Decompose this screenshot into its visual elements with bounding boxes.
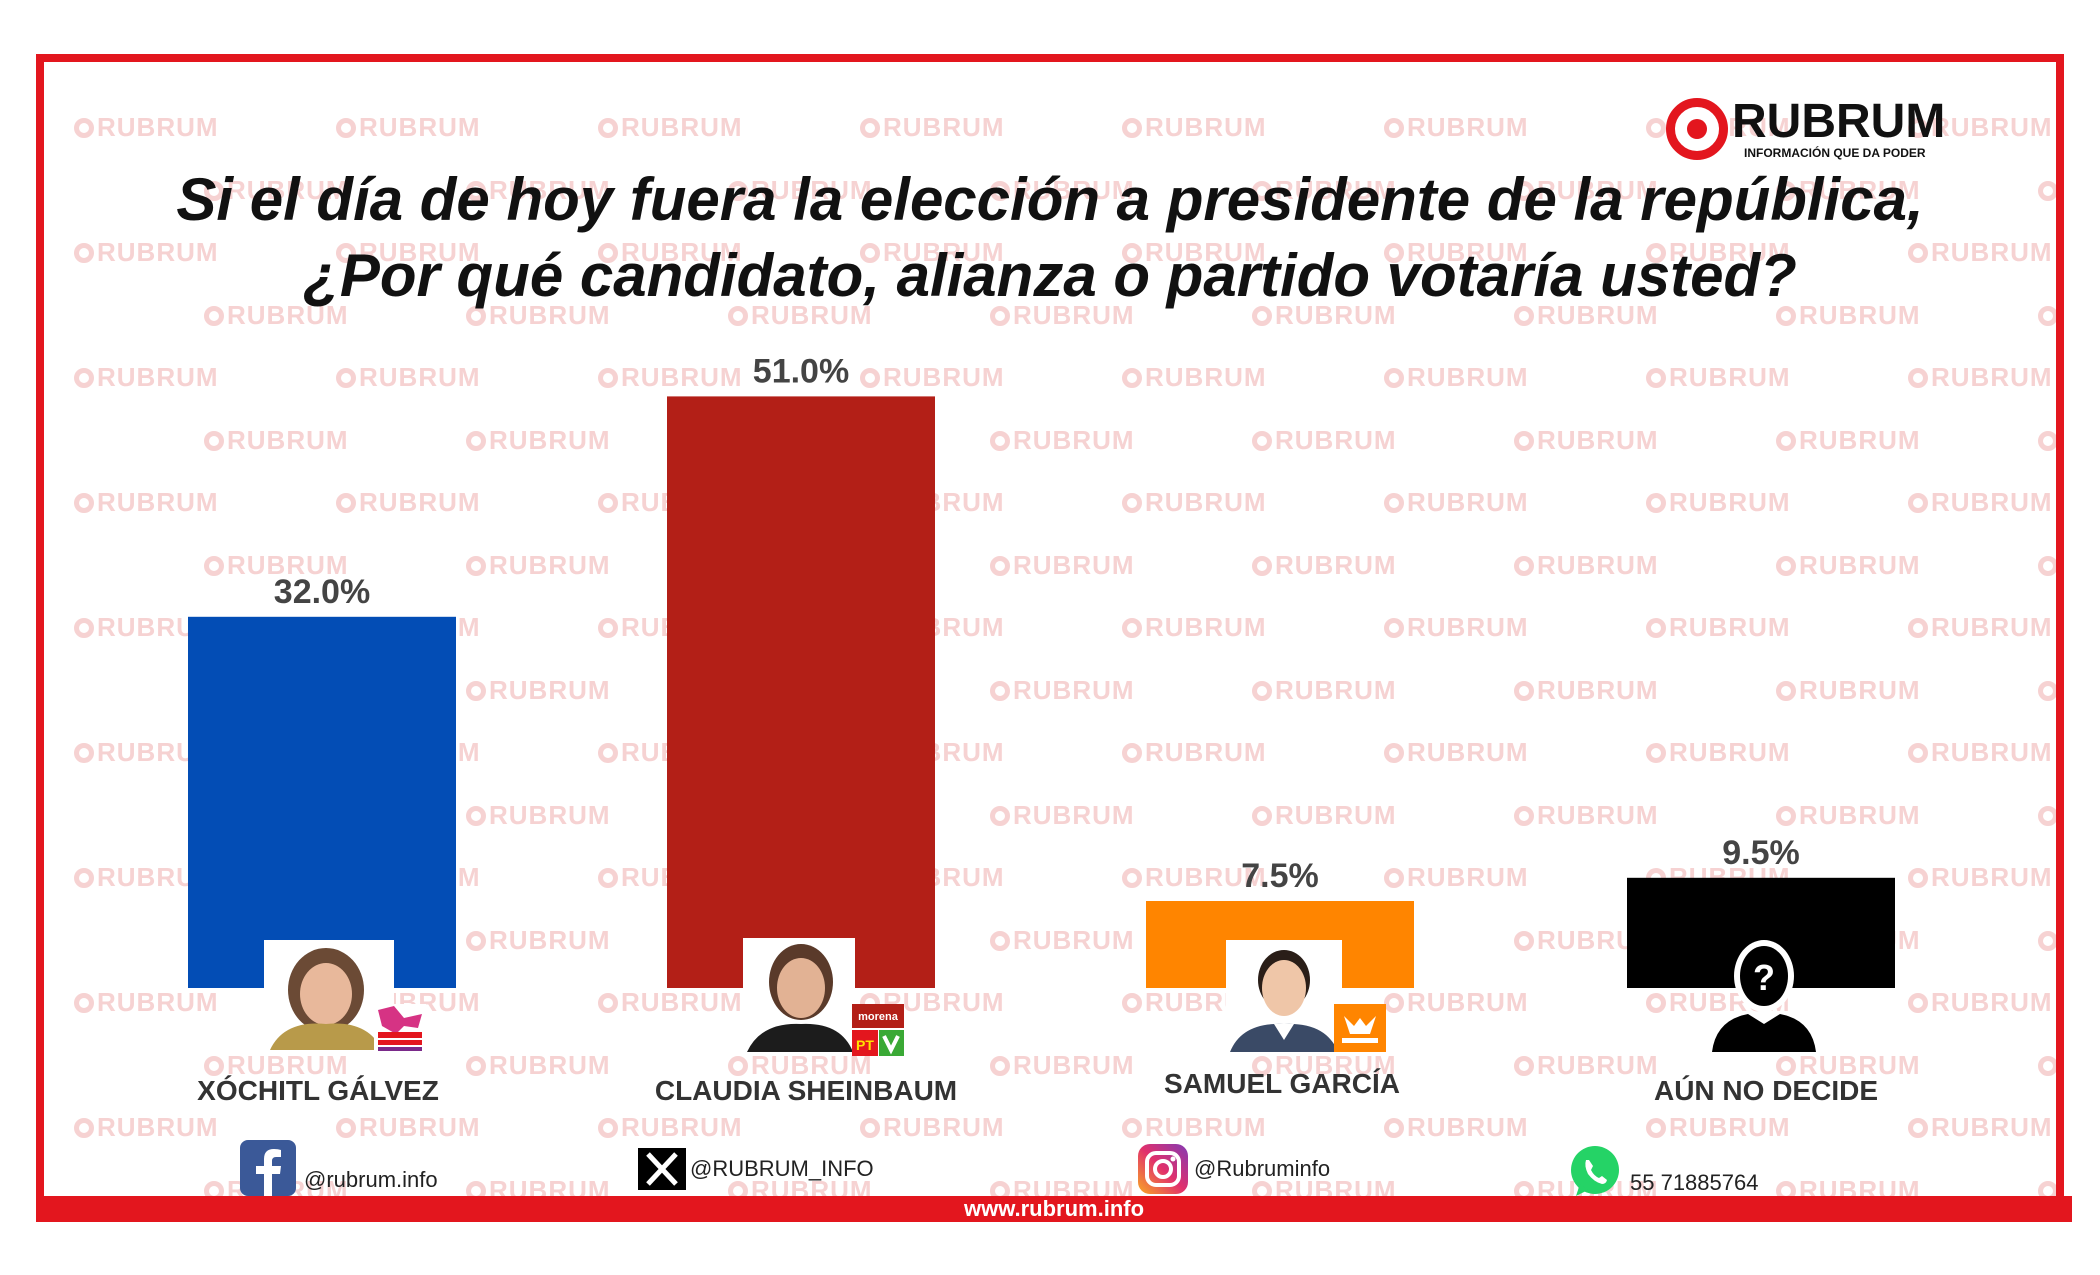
samuel-portrait [1226, 940, 1342, 1052]
website-footer[interactable]: www.rubrum.info [36, 1196, 2072, 1222]
category-label-xochitl: XÓCHITL GÁLVEZ [197, 1075, 439, 1106]
facebook-icon [240, 1140, 296, 1196]
instagram-handle[interactable]: @Rubruminfo [1138, 1144, 1330, 1194]
x-handle-text: @RUBRUM_INFO [690, 1156, 874, 1181]
x-handle[interactable]: @RUBRUM_INFO [638, 1148, 874, 1190]
brand-tagline: INFORMACIÓN QUE DA PODER [1744, 146, 1926, 160]
title-line-1: Si el día de hoy fuera la elección a pre… [176, 166, 1924, 233]
title-line-2: ¿Por qué candidato, alianza o partido vo… [303, 242, 1797, 309]
morena-pt-pv-badge: morena PT [852, 1004, 904, 1056]
facebook-handle-text: @rubrum.info [304, 1167, 438, 1192]
rubrum-logo: RUBRUM INFORMACIÓN QUE DA PODER [1666, 98, 1945, 160]
category-label-samuel: SAMUEL GARCÍA [1164, 1068, 1400, 1099]
whatsapp-handle[interactable]: 55 71885764 [1568, 1144, 1758, 1198]
instagram-icon [1138, 1144, 1188, 1194]
facebook-handle[interactable]: @rubrum.info [240, 1140, 438, 1196]
whatsapp-icon [1571, 1146, 1619, 1196]
frente-amplio-badge [374, 1004, 426, 1054]
value-label-claudia: 51.0% [753, 352, 849, 390]
brand-name: RUBRUM [1732, 95, 1946, 148]
morena-badge-text: morena [858, 1011, 899, 1023]
question-mark: ? [1753, 957, 1775, 998]
movimiento-ciudadano-badge [1334, 1004, 1386, 1052]
pt-badge-text: PT [856, 1037, 874, 1053]
category-label-claudia: CLAUDIA SHEINBAUM [654, 1075, 958, 1106]
category-label-undecided: AÚN NO DECIDE [1653, 1075, 1878, 1106]
xochitl-portrait [264, 940, 394, 1050]
chart-title: Si el día de hoy fuera la elección a pre… [60, 162, 2040, 314]
value-label-xochitl: 32.0% [274, 573, 370, 611]
bar-claudia [667, 396, 935, 988]
whatsapp-handle-text: 55 71885764 [1630, 1170, 1759, 1195]
x-icon [638, 1148, 686, 1190]
claudia-portrait [743, 938, 855, 1052]
bar-xochitl [188, 616, 456, 988]
rubrum-logo-icon [1666, 98, 1728, 160]
unknown-person-icon: ? [1712, 940, 1816, 1052]
value-label-undecided: 9.5% [1722, 834, 1800, 872]
instagram-handle-text: @Rubruminfo [1194, 1156, 1331, 1181]
value-label-samuel: 7.5% [1241, 857, 1319, 895]
